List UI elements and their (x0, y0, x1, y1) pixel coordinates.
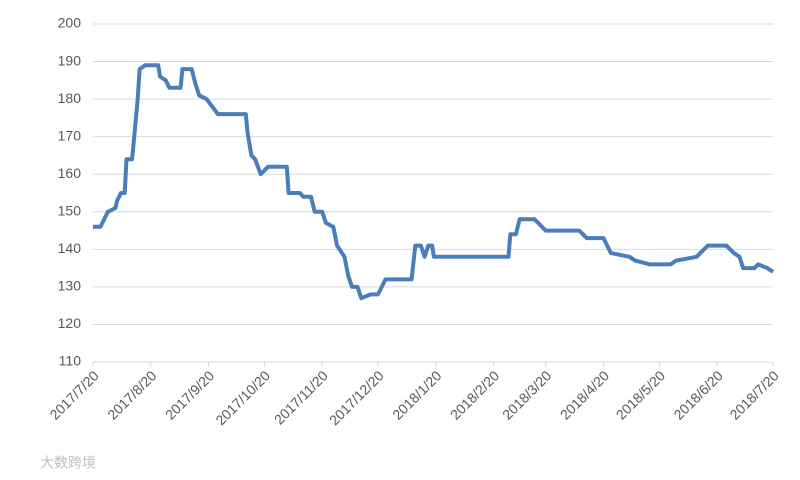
y-tick-label: 200 (58, 15, 82, 31)
y-tick-label: 160 (58, 165, 82, 181)
data-line (93, 63, 775, 301)
y-tick-label: 130 (58, 278, 82, 294)
x-tick-label: 2018/7/20 (726, 367, 782, 423)
x-tick-label: 2017/11/20 (271, 367, 331, 427)
y-tick-label: 180 (58, 90, 82, 106)
y-tick-label: 170 (58, 127, 82, 143)
x-tick-label: 2017/10/20 (212, 367, 273, 428)
x-tick-label: 2018/5/20 (613, 367, 669, 423)
x-tick-label: 2018/2/20 (447, 367, 503, 423)
x-tick-label: 2018/6/20 (670, 367, 726, 423)
y-tick-label: 110 (59, 353, 82, 369)
y-tick-label: 140 (58, 240, 82, 256)
x-tick-label: 2018/4/20 (557, 367, 613, 423)
y-tick-label: 150 (58, 202, 82, 218)
x-tick-label: 2018/3/20 (499, 367, 555, 423)
watermark: 大数跨境 (40, 455, 96, 471)
x-tick-label: 2017/9/20 (162, 367, 218, 423)
x-tick-label: 2017/7/20 (46, 367, 102, 423)
x-tick-label: 2017/8/20 (104, 367, 160, 423)
x-tick-label: 2017/12/20 (326, 367, 387, 428)
y-tick-label: 190 (58, 52, 82, 68)
y-tick-label: 120 (58, 315, 82, 331)
x-tick-label: 2018/1/20 (389, 367, 445, 423)
